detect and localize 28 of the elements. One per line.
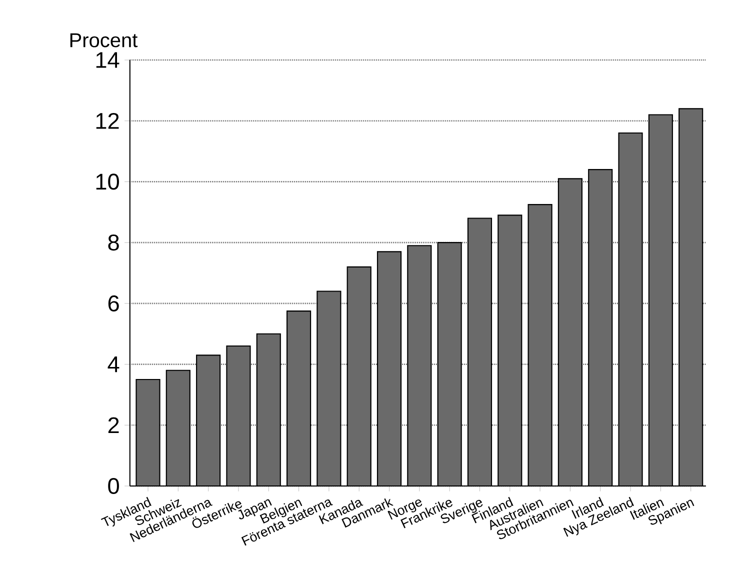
bar xyxy=(588,170,612,486)
bar xyxy=(558,178,582,486)
y-tick-label: 8 xyxy=(108,234,119,251)
y-tick-label: 12 xyxy=(96,112,119,129)
bar xyxy=(196,355,220,486)
bar xyxy=(226,346,250,486)
bar xyxy=(618,133,642,486)
y-tick-label: 14 xyxy=(96,52,120,68)
bar xyxy=(317,291,341,486)
y-tick-label: 10 xyxy=(96,174,119,190)
bar xyxy=(347,266,371,486)
bar xyxy=(648,114,672,486)
y-tick-label: 4 xyxy=(108,356,120,372)
y-tick-label: 0 xyxy=(108,478,119,494)
y-tick-label: 2 xyxy=(108,417,119,434)
bar xyxy=(528,204,552,486)
bar xyxy=(287,311,311,486)
bar xyxy=(408,246,432,486)
y-tick-label: 6 xyxy=(108,295,119,312)
bar xyxy=(136,380,160,486)
bar xyxy=(256,334,280,486)
bar xyxy=(678,108,704,486)
bar xyxy=(498,215,522,486)
bar xyxy=(468,218,492,486)
bar xyxy=(378,252,402,486)
bar xyxy=(166,370,190,486)
y-axis-title: Procent xyxy=(70,33,138,48)
bar xyxy=(438,242,462,486)
